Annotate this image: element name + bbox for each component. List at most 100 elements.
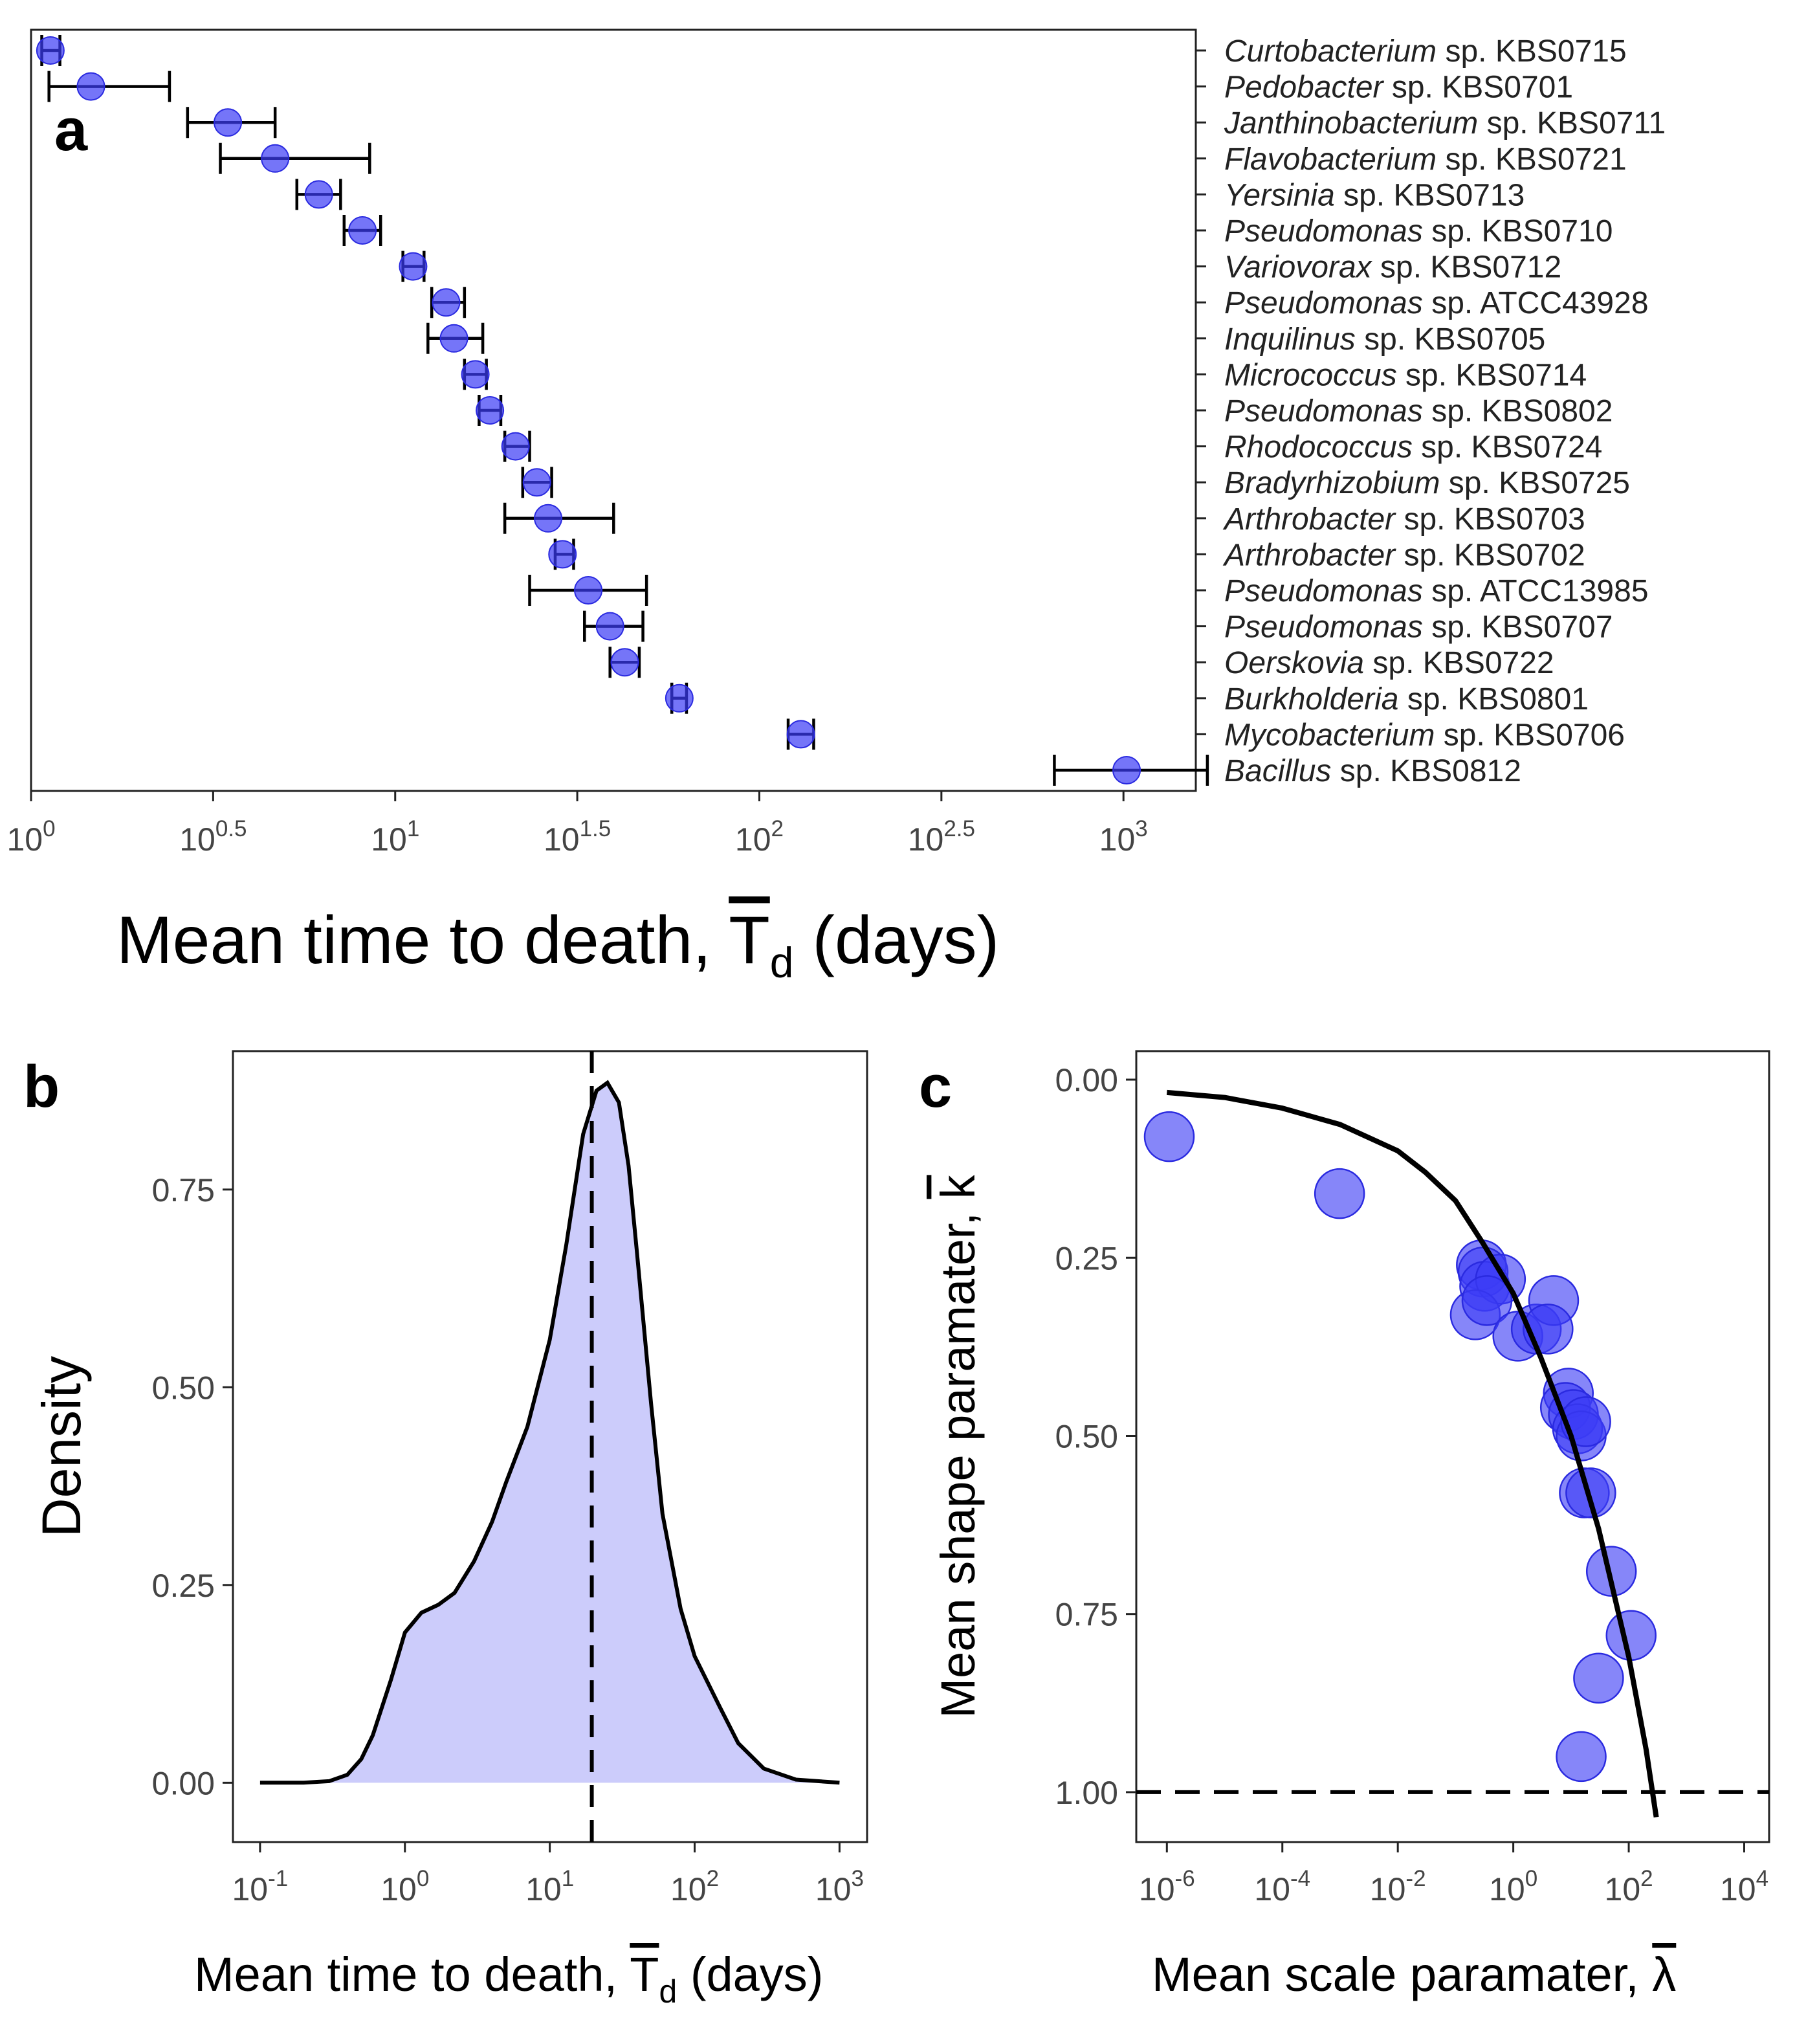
- data-point: [534, 504, 563, 533]
- data-point: [1556, 1731, 1607, 1783]
- species-label: Bradyrhizobium sp. KBS0725: [1224, 466, 1630, 500]
- data-point: [574, 576, 603, 605]
- y-tick-label: 0.25: [1055, 1240, 1118, 1276]
- data-point: [1461, 1275, 1513, 1326]
- data-point: [261, 144, 290, 173]
- panel-b-y-axis-title: Density: [31, 1356, 92, 1537]
- y-tick-label: 0.50: [152, 1370, 215, 1406]
- panel-c: 10-6 10-4 10-2 100 102 104 0.00 0.25 0.50 0.75 1.0…: [919, 1050, 1770, 2001]
- panel-a: 100 100.5 101 101.5 102 102.5 103 Curtobacteri…: [6, 28, 1666, 986]
- panel-b-x-axis-title: Mean time to death, Td (days): [194, 1948, 823, 2010]
- species-label: Pseudomonas sp. ATCC13985: [1224, 574, 1649, 608]
- species-label: Mycobacterium sp. KBS0706: [1224, 718, 1625, 752]
- panel-c-frame: [1135, 1050, 1770, 1843]
- x-tick-label: 102: [1605, 1866, 1653, 1907]
- species-label: Rhodococcus sp. KBS0724: [1224, 430, 1602, 465]
- data-point: [399, 252, 428, 281]
- x-tick-label: 103: [1099, 816, 1148, 858]
- panel-c-label: c: [919, 1054, 952, 1120]
- species-label: Janthinobacterium sp. KBS0711: [1224, 106, 1666, 140]
- panel-c-fit-curve: [1166, 1089, 1659, 1818]
- species-label: Pseudomonas sp. ATCC43928: [1224, 286, 1649, 320]
- density-fill: [259, 1082, 840, 1783]
- species-label: Bacillus sp. KBS0812: [1224, 754, 1521, 788]
- x-tick-label: 101.5: [544, 816, 611, 858]
- x-tick-label: 10-6: [1139, 1866, 1195, 1907]
- x-tick-label: 100: [6, 816, 55, 858]
- data-point: [1112, 756, 1141, 784]
- species-label: Arthrobacter sp. KBS0703: [1222, 502, 1585, 537]
- panel-c-x-axis-title: Mean scale paramater, λ: [1152, 1948, 1676, 2001]
- data-point: [461, 360, 490, 389]
- data-point: [610, 648, 639, 677]
- species-label: Yersinia sp. KBS0713: [1224, 178, 1525, 212]
- x-tick-label: 102.5: [908, 816, 975, 858]
- species-label: Variovorax sp. KBS0712: [1224, 250, 1561, 285]
- x-tick-label: 100: [1489, 1866, 1537, 1907]
- x-tick-label: 10-2: [1370, 1866, 1426, 1907]
- y-tick-label: 1.00: [1055, 1775, 1118, 1811]
- data-point: [1573, 1652, 1624, 1704]
- data-point: [439, 324, 468, 353]
- species-label: Micrococcus sp. KBS0714: [1224, 358, 1587, 392]
- data-point: [214, 108, 243, 137]
- panel-b-density-area: [259, 1051, 840, 1842]
- species-label: Inquilinus sp. KBS0705: [1224, 322, 1545, 357]
- data-point: [432, 288, 461, 317]
- data-point: [1314, 1168, 1365, 1219]
- panel-b: 10-1 100 101 102 103 0.00 0.25 0.50 0.75 b Densi…: [23, 1050, 868, 2010]
- data-point: [1560, 1396, 1611, 1447]
- data-point: [348, 216, 377, 245]
- data-point: [548, 540, 577, 569]
- data-point: [1143, 1111, 1195, 1162]
- species-label: Flavobacterium sp. KBS0721: [1224, 142, 1627, 177]
- panel-c-axes: 10-6 10-4 10-2 100 102 104 0.00 0.25 0.50 0.75 1.0…: [1055, 1062, 1769, 1907]
- panel-a-x-axis-title: Mean time to death, Td (days): [116, 903, 999, 986]
- y-tick-label: 0.00: [1055, 1062, 1118, 1098]
- data-point: [522, 468, 551, 497]
- species-label: Pseudomonas sp. KBS0710: [1224, 214, 1613, 249]
- x-tick-label: 100: [380, 1866, 429, 1907]
- x-tick-label: 103: [815, 1866, 864, 1907]
- data-point: [501, 432, 530, 461]
- data-point: [476, 396, 505, 425]
- panel-b-label: b: [23, 1054, 60, 1120]
- data-point: [595, 612, 624, 641]
- data-point: [1565, 1467, 1616, 1518]
- y-tick-label: 0.25: [152, 1568, 215, 1604]
- data-point: [1605, 1610, 1657, 1661]
- x-tick-label: 101: [525, 1866, 574, 1907]
- x-tick-label: 100.5: [179, 816, 247, 858]
- panel-c-y-axis-title: Mean shape paramater, k: [931, 1174, 985, 1718]
- fit-curve-line: [1166, 1089, 1659, 1818]
- data-point: [786, 720, 815, 749]
- x-tick-label: 102: [670, 1866, 719, 1907]
- x-tick-label: 10-4: [1254, 1866, 1310, 1907]
- y-tick-label: 0.75: [1055, 1597, 1118, 1633]
- species-label: Curtobacterium sp. KBS0715: [1224, 34, 1627, 69]
- panel-a-points: [36, 36, 1141, 784]
- density-curve: [259, 1080, 840, 1785]
- species-label: Pedobacter sp. KBS0701: [1224, 71, 1573, 105]
- data-point: [1585, 1546, 1637, 1597]
- y-tick-label: 0.50: [1055, 1418, 1118, 1454]
- species-label: Burkholderia sp. KBS0801: [1224, 682, 1589, 717]
- data-point: [665, 683, 694, 713]
- panel-b-axes: 10-1 100 101 102 103 0.00 0.25 0.50 0.75: [152, 1172, 864, 1907]
- x-tick-label: 104: [1720, 1866, 1768, 1907]
- x-tick-label: 101: [371, 816, 419, 858]
- data-point: [36, 36, 65, 65]
- x-tick-label: 10-1: [232, 1866, 289, 1907]
- x-tick-label: 102: [735, 816, 784, 858]
- y-tick-label: 0.00: [152, 1765, 215, 1801]
- panel-a-x-axis: 100 100.5 101 101.5 102 102.5 103: [6, 791, 1148, 858]
- data-point: [304, 180, 333, 209]
- panel-a-label: a: [54, 97, 88, 163]
- species-label: Arthrobacter sp. KBS0702: [1222, 538, 1585, 572]
- species-label: Pseudomonas sp. KBS0707: [1224, 610, 1613, 645]
- data-point: [76, 72, 105, 101]
- species-label: Pseudomonas sp. KBS0802: [1224, 394, 1613, 428]
